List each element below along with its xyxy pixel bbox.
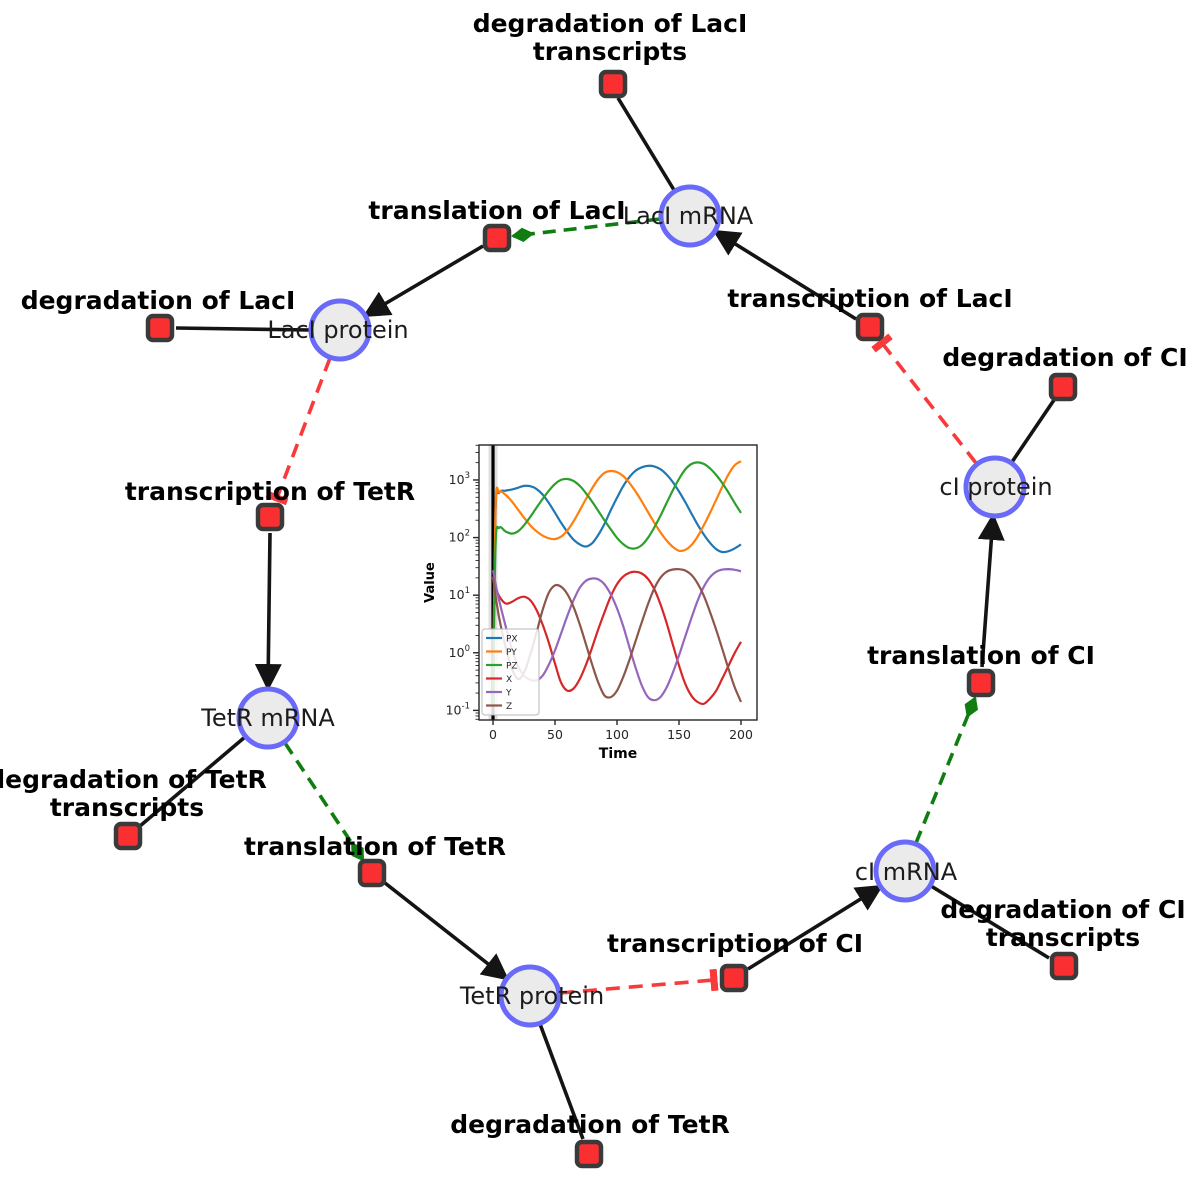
reaction-label-deg-tetr-transcripts: degradation of TetR transcripts (0, 765, 267, 822)
edge-tetr-mrna-modifies-transl-tetr (283, 742, 365, 862)
edge-tetr-protein-to-deg-tetr (538, 1023, 585, 1140)
reaction-node-deg-ci-transcripts[interactable] (1049, 951, 1079, 981)
species-node-laci-mrna[interactable] (658, 184, 722, 248)
chart-ytick-label: 103 (449, 471, 470, 487)
edge-tetr-protein-inhibits-transcr-ci (559, 968, 719, 995)
chart-ytick-label: 10-1 (446, 701, 470, 717)
species-label-laci-protein: LacI protein (267, 316, 408, 344)
edge-ci-mrna-modifies-transl-ci (914, 696, 979, 844)
edge-ci-protein-to-deg-ci (1010, 398, 1056, 464)
edge-transl-tetr-produces-tetr-protein (383, 881, 510, 981)
edge-laci-protein-inhibits-transcr-tetr (265, 357, 332, 506)
label-layer: LacI mRNA LacI protein TetR mRNA TetR pr… (0, 9, 1188, 1139)
chart-legend-label-pz: PZ (506, 662, 518, 672)
chart-xtick-label: 200 (729, 727, 753, 742)
chart-legend-label-x: X (506, 675, 512, 685)
reaction-node-transl-laci[interactable] (482, 223, 512, 253)
chart-series-px (491, 464, 742, 706)
chart-legend-label-z: Z (506, 702, 512, 712)
edge-ci-protein-inhibits-transcr-laci (871, 333, 978, 465)
reaction-node-transcr-laci[interactable] (855, 312, 885, 342)
reaction-label-deg-tetr: degradation of TetR (450, 1110, 730, 1139)
chart-yaxis-title: Value (423, 562, 438, 603)
species-node-laci-protein[interactable] (308, 298, 372, 362)
reaction-label-deg-ci: degradation of CI (942, 343, 1187, 372)
reaction-node-deg-laci-transcripts[interactable] (598, 69, 628, 99)
reaction-label-transl-tetr: translation of TetR (244, 832, 506, 861)
chart-ytick-label: 101 (449, 586, 470, 602)
species-node-layer (236, 184, 1027, 1028)
chart-legend-label-y: Y (505, 689, 512, 699)
reaction-node-deg-laci[interactable] (145, 313, 175, 343)
edge-transcr-laci-produces-laci-mrna (712, 229, 857, 321)
chart-xtick-label: 0 (489, 727, 497, 742)
chart-legend-label-py: PY (506, 648, 517, 658)
edge-tetr-mrna-to-deg-tetr-transcripts (138, 735, 247, 828)
species-node-tetr-protein[interactable] (498, 964, 562, 1028)
edge-transl-ci-produces-ci-protein (977, 512, 1005, 668)
chart-series-py (491, 460, 742, 706)
chart-ytick-label: 102 (449, 529, 470, 545)
edge-layer (138, 97, 1056, 1140)
reaction-label-transl-laci: translation of LacI (368, 196, 625, 225)
chart-legend-label-px: PX (506, 635, 518, 645)
reaction-node-deg-tetr-transcripts[interactable] (113, 821, 143, 851)
chart-series-pz (491, 461, 742, 706)
chart-xtick-label: 100 (605, 727, 629, 742)
edge-laci-mrna-modifies-transl-laci (511, 217, 661, 243)
species-node-tetr-mrna[interactable] (236, 686, 300, 750)
reaction-label-deg-laci: degradation of LacI (21, 286, 296, 315)
chart-xtick-label: 50 (547, 727, 563, 742)
species-label-ci-mrna: cI mRNA (855, 858, 958, 886)
reaction-label-deg-ci-transcripts: degradation of CI transcripts (940, 895, 1185, 952)
reaction-node-layer (113, 69, 1079, 1169)
species-label-tetr-mrna: TetR mRNA (200, 704, 335, 732)
reaction-label-transcr-ci: transcription of CI (607, 929, 863, 958)
chart-ytick-label: 100 (449, 644, 470, 660)
chart-series-x (491, 570, 742, 706)
reaction-label-deg-laci-transcripts: degradation of LacI transcripts (473, 9, 748, 66)
edge-laci-mrna-to-deg-laci-transcripts (616, 97, 676, 191)
edge-laci-protein-to-deg-laci (175, 326, 311, 332)
edge-transcr-tetr-produces-tetr-mrna (254, 532, 282, 692)
reaction-node-transl-ci[interactable] (966, 668, 996, 698)
reaction-label-transcr-tetr: transcription of TetR (125, 477, 415, 506)
edge-transl-laci-produces-laci-protein (362, 244, 484, 318)
reaction-node-deg-tetr[interactable] (574, 1139, 604, 1169)
reaction-node-transl-tetr[interactable] (357, 858, 387, 888)
species-label-ci-protein: cI protein (939, 473, 1052, 501)
chart-xtick-label: 150 (667, 727, 691, 742)
chart-axes-frame (478, 444, 758, 721)
species-label-laci-mrna: LacI mRNA (623, 202, 754, 230)
inset-timeseries-chart: 10-1 100 101 102 103 0 50 100 150 200 Time Value PX P… (423, 444, 758, 762)
edge-ci-mrna-to-deg-ci-transcripts (930, 884, 1050, 960)
species-node-ci-mrna[interactable] (873, 839, 937, 903)
species-label-tetr-protein: TetR protein (459, 982, 604, 1010)
edge-transcr-ci-produces-ci-mrna (747, 884, 884, 971)
chart-xaxis-title: Time (599, 746, 637, 762)
reaction-node-transcr-ci[interactable] (719, 963, 749, 993)
reaction-node-transcr-tetr[interactable] (255, 502, 285, 532)
reaction-label-transl-ci: translation of CI (867, 641, 1095, 670)
reaction-node-deg-ci[interactable] (1048, 372, 1078, 402)
species-node-ci-protein[interactable] (963, 455, 1027, 519)
reaction-label-transcr-laci: transcription of LacI (727, 284, 1012, 313)
